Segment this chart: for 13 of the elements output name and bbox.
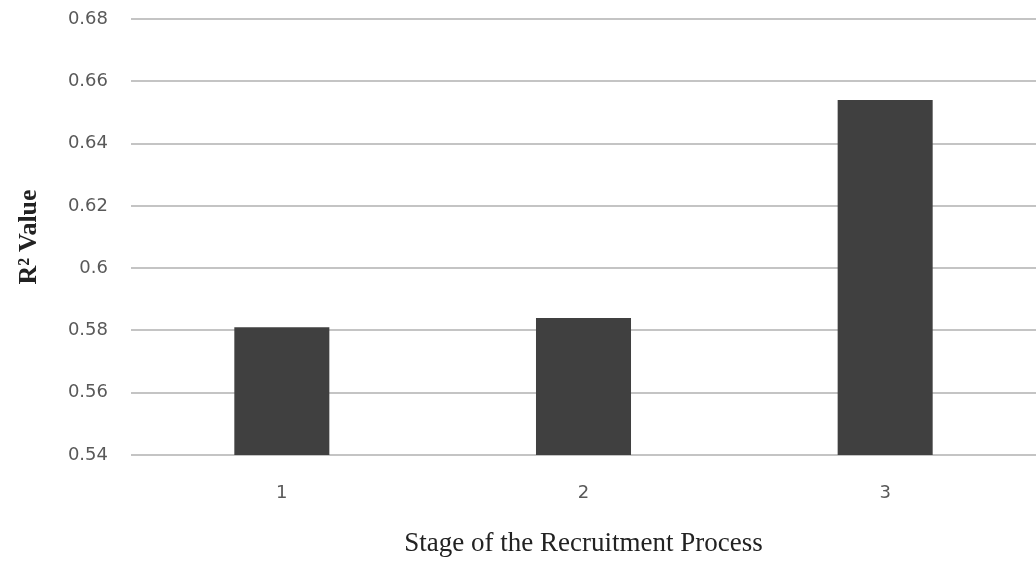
x-tick-label: 3 bbox=[879, 481, 891, 503]
x-axis-title: Stage of the Recruitment Process bbox=[404, 526, 763, 557]
x-tick-label: 1 bbox=[276, 481, 288, 503]
y-tick-label: 0.68 bbox=[67, 6, 108, 28]
x-tick-label: 2 bbox=[577, 481, 590, 503]
y-axis-title: R² Value bbox=[13, 189, 43, 285]
y-tick-label: 0.62 bbox=[67, 193, 108, 215]
y-tick-label: 0.66 bbox=[67, 68, 108, 90]
y-tick-label: 0.58 bbox=[67, 318, 108, 340]
y-tick-label: 0.54 bbox=[67, 442, 108, 464]
y-tick-label: 0.64 bbox=[67, 131, 108, 153]
y-tick-label: 0.6 bbox=[79, 255, 108, 277]
y-tick-label: 0.56 bbox=[67, 380, 108, 402]
